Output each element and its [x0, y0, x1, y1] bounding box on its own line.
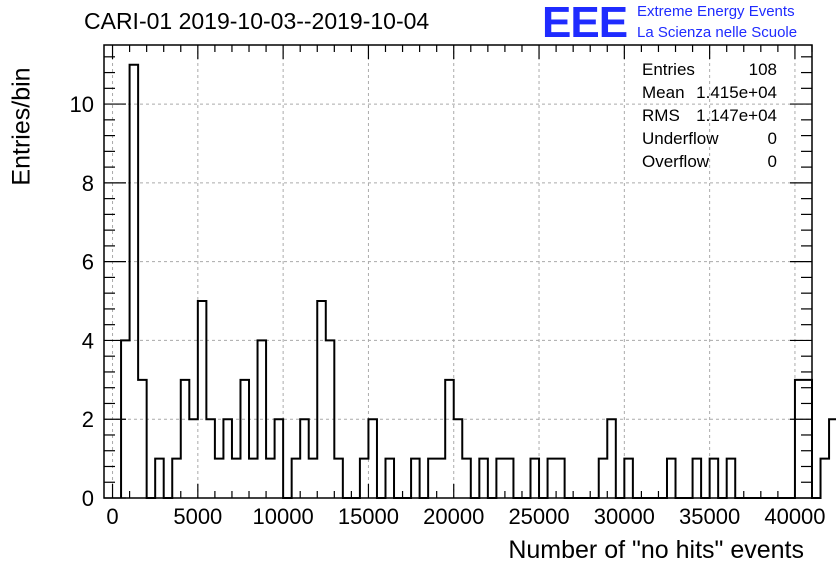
y-axis-label: Entries/bin [7, 67, 36, 186]
stats-box: Entries 108 Mean 1.415e+04 RMS 1.147e+04… [637, 58, 781, 173]
stat-overflow: Overflow 0 [637, 150, 781, 173]
stat-mean-value: 1.415e+04 [696, 83, 777, 102]
stat-entries-value: 108 [748, 60, 777, 79]
plot-frame [103, 44, 813, 499]
stat-overflow-label: Overflow [642, 152, 710, 171]
logo-line-2: La Scienza nelle Scuole [637, 24, 798, 41]
stat-mean: Mean 1.415e+04 [637, 81, 781, 104]
x-tick-label: 5000 [173, 504, 222, 529]
x-tick-label: 40000 [764, 504, 825, 529]
stat-entries: Entries 108 [637, 58, 781, 81]
histogram-series [120, 63, 836, 499]
y-tick-label: 6 [82, 250, 94, 275]
x-tick-label: 0 [106, 504, 118, 529]
x-tick-label: 35000 [679, 504, 740, 529]
stat-overflow-value: 0 [767, 152, 777, 171]
logo-line-1: Extreme Energy Events [637, 3, 795, 20]
y-tick-label: 8 [82, 171, 94, 196]
stat-underflow-label: Underflow [642, 129, 719, 148]
stat-underflow: Underflow 0 [637, 127, 781, 150]
stat-underflow-value: 0 [767, 129, 777, 148]
eee-logo: EEE [542, 0, 628, 47]
chart-title: CARI-01 2019-10-03--2019-10-04 [84, 8, 430, 34]
y-tick-label: 0 [82, 486, 94, 511]
stat-entries-label: Entries [642, 60, 695, 79]
x-tick-label: 10000 [253, 504, 314, 529]
x-tick-label: 25000 [508, 504, 569, 529]
y-tick-label: 2 [82, 407, 94, 432]
y-tick-label: 10 [70, 92, 94, 117]
x-tick-label: 30000 [594, 504, 655, 529]
stat-rms-value: 1.147e+04 [696, 106, 777, 125]
y-tick-label: 4 [82, 328, 94, 353]
tick-labels: 0 5000 10000 15000 20000 25000 30000 35000 40000… [70, 92, 826, 529]
x-axis-label: Number of "no hits" events [508, 536, 804, 564]
stat-rms: RMS 1.147e+04 [637, 104, 781, 127]
axis-ticks [104, 45, 813, 499]
x-tick-label: 15000 [338, 504, 399, 529]
x-tick-label: 20000 [423, 504, 484, 529]
stat-rms-label: RMS [642, 106, 680, 125]
stat-mean-label: Mean [642, 83, 685, 102]
